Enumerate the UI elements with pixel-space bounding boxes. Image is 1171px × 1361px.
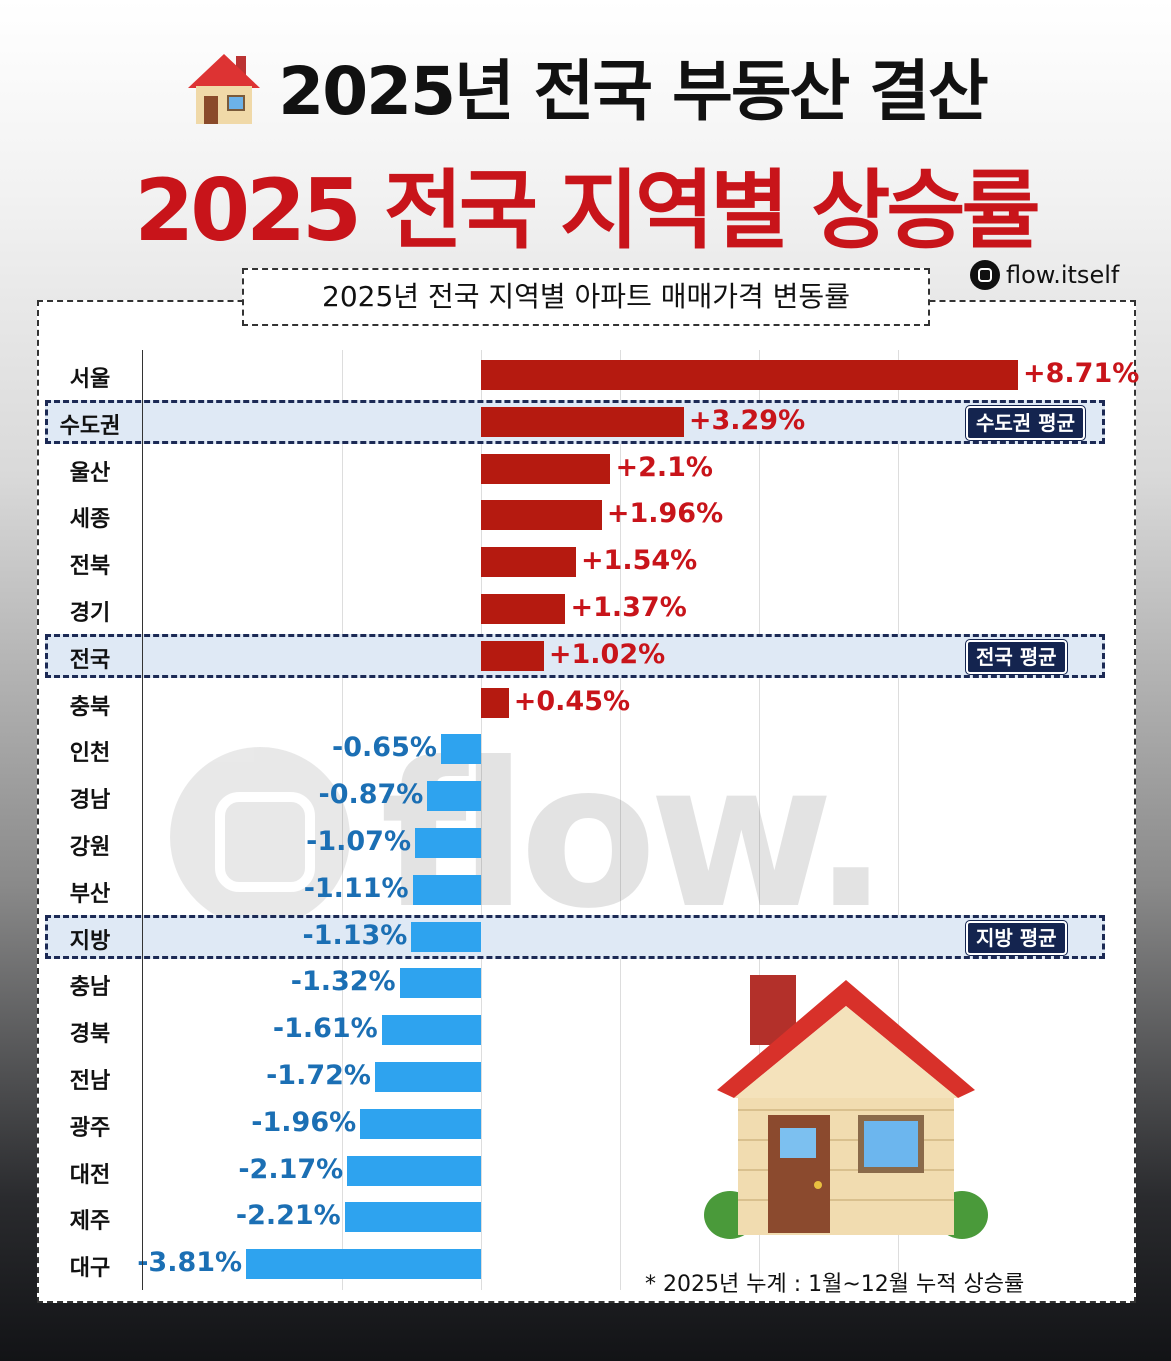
data-label: +8.71%: [1023, 358, 1140, 389]
bar-positive: [481, 453, 611, 484]
category-label: 인천: [69, 741, 111, 767]
highlight-row: [45, 633, 1105, 678]
data-label: -1.61%: [272, 1013, 378, 1045]
main-subtitle: 2025 전국 지역별 상승률: [134, 161, 1040, 261]
data-label: +1.02%: [548, 638, 666, 670]
category-label: 제주: [69, 1209, 111, 1235]
bar-negative: [374, 1062, 481, 1092]
category-label: 지방: [69, 928, 111, 954]
data-label: -1.32%: [290, 966, 396, 998]
category-label: 강원: [69, 835, 111, 860]
category-label: 대구: [69, 1256, 111, 1282]
main-title: 2025년 전국 부동산 결산: [0, 38, 1171, 144]
category-label: 수도권: [59, 413, 121, 439]
data-label: +1.96%: [606, 498, 724, 530]
bar-positive: [481, 640, 544, 671]
data-label: +3.29%: [688, 404, 806, 436]
footnote: * 2025년 누계 : 1월~12월 누적 상승률: [645, 1272, 1025, 1297]
category-label: 전북: [69, 554, 111, 580]
average-badge: 수도권 평균: [965, 404, 1086, 441]
data-label: -0.65%: [332, 732, 437, 764]
bar-negative: [246, 1249, 481, 1280]
bar-positive: [481, 594, 566, 624]
bar-positive: [481, 687, 509, 718]
bar-negative: [360, 1108, 481, 1139]
category-label: 경남: [69, 788, 111, 814]
data-label: -1.07%: [306, 826, 412, 857]
bar-negative: [399, 968, 481, 999]
gridline: [342, 350, 343, 1290]
category-label: 광주: [69, 1115, 111, 1141]
data-label: -2.17%: [238, 1153, 344, 1185]
data-label: -1.11%: [303, 872, 409, 904]
category-label: 부산: [69, 881, 111, 907]
gridline: [481, 350, 482, 1290]
category-label: 전남: [69, 1069, 111, 1094]
bar-negative: [427, 781, 481, 812]
category-label: 울산: [69, 460, 111, 486]
category-label: 경기: [69, 601, 111, 626]
gridline: [759, 350, 760, 1290]
highlight-row: [45, 914, 1105, 959]
data-label: -2.21%: [235, 1200, 341, 1232]
gridline: [898, 350, 899, 1290]
bar-positive: [481, 547, 576, 578]
data-label: -1.72%: [266, 1060, 371, 1091]
instagram-handle: flow.itself: [970, 260, 1119, 290]
data-label: -3.81%: [137, 1247, 243, 1279]
category-axis: [142, 350, 143, 1290]
data-label: -0.87%: [318, 779, 424, 811]
average-badge: 지방 평균: [965, 919, 1068, 956]
category-label: 대전: [69, 1162, 111, 1188]
data-label: +1.37%: [570, 592, 687, 623]
data-label: -1.13%: [302, 919, 408, 951]
bar-negative: [344, 1202, 481, 1233]
bar-negative: [411, 921, 481, 952]
category-label: 충북: [69, 694, 111, 720]
category-label: 서울: [69, 367, 111, 392]
bar-negative: [440, 734, 481, 765]
handle-text: flow.itself: [1006, 261, 1120, 289]
data-label: +0.45%: [513, 685, 631, 717]
bar-positive: [481, 360, 1018, 390]
title-text: 2025년 전국 부동산 결산: [278, 53, 988, 130]
category-label: 전국: [69, 647, 111, 673]
bar-negative: [412, 874, 481, 905]
data-label: +1.54%: [580, 545, 698, 577]
instagram-icon: [970, 260, 1000, 290]
chart-title: 2025년 전국 지역별 아파트 매매가격 변동률: [242, 268, 930, 326]
data-label: -1.96%: [251, 1106, 357, 1138]
category-label: 경북: [69, 1022, 111, 1048]
bar-negative: [415, 828, 481, 858]
category-label: 충남: [69, 975, 111, 1001]
house-icon: [184, 48, 264, 144]
category-label: 세종: [69, 507, 111, 533]
gridline: [620, 350, 621, 1290]
data-label: +2.1%: [615, 451, 713, 483]
bar-positive: [481, 406, 684, 437]
bar-negative: [347, 1155, 481, 1186]
bar-positive: [481, 500, 602, 531]
house-illustration: [700, 970, 990, 1244]
bar-negative: [381, 1015, 481, 1046]
average-badge: 전국 평균: [965, 638, 1068, 675]
